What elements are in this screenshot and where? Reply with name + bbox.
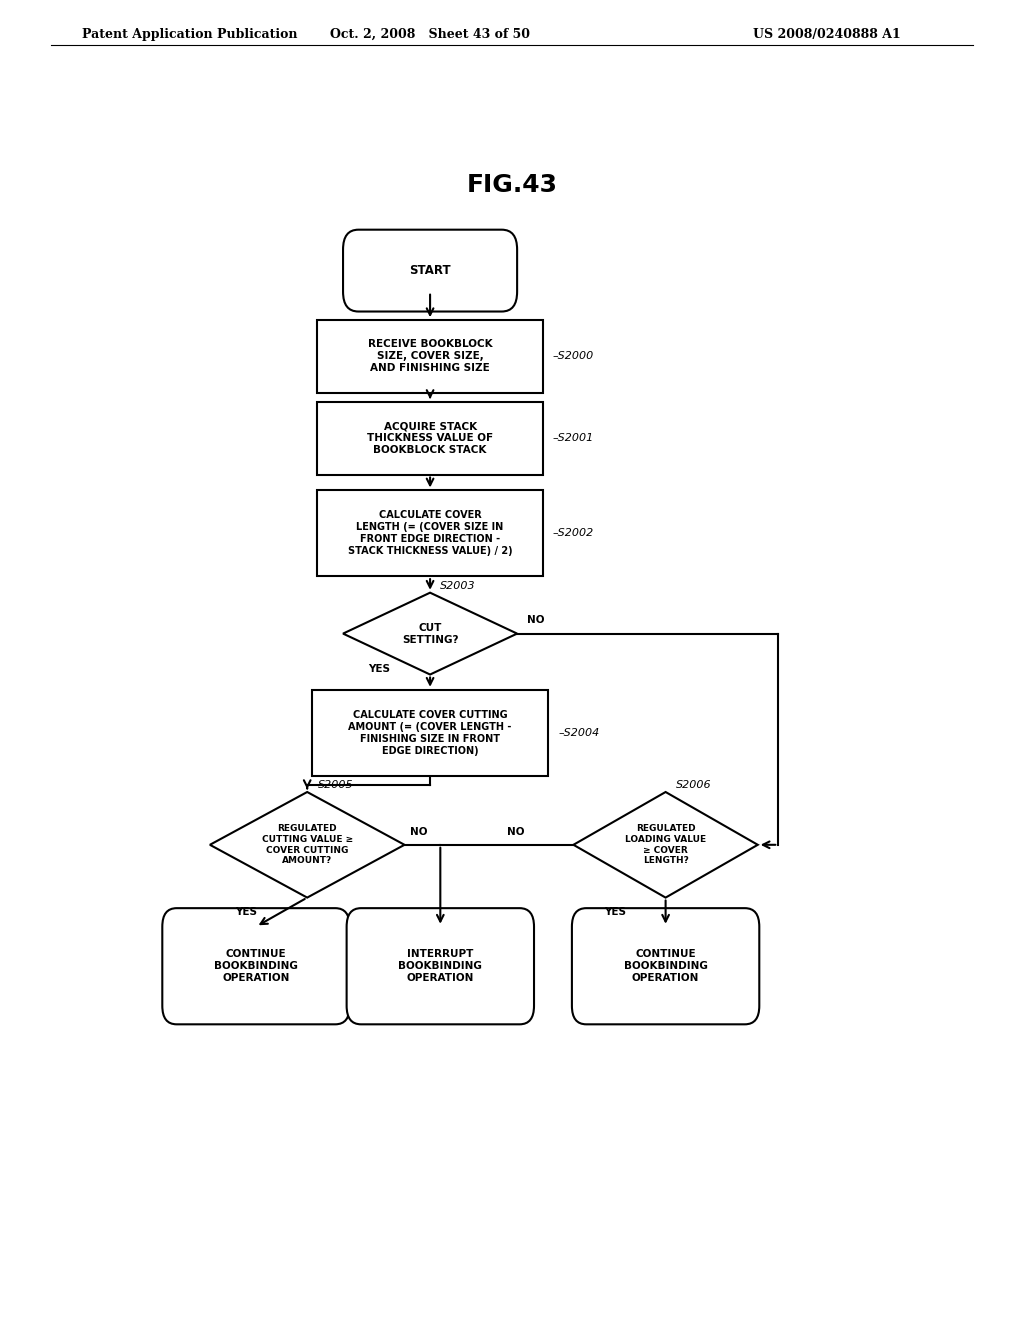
Text: CALCULATE COVER CUTTING
AMOUNT (= (COVER LENGTH -
FINISHING SIZE IN FRONT
EDGE D: CALCULATE COVER CUTTING AMOUNT (= (COVER… <box>348 710 512 755</box>
FancyBboxPatch shape <box>317 319 543 393</box>
FancyBboxPatch shape <box>312 689 548 776</box>
Polygon shape <box>210 792 404 898</box>
FancyBboxPatch shape <box>162 908 349 1024</box>
Polygon shape <box>573 792 758 898</box>
Text: Oct. 2, 2008   Sheet 43 of 50: Oct. 2, 2008 Sheet 43 of 50 <box>330 28 530 41</box>
Text: START: START <box>410 264 451 277</box>
Text: FIG.43: FIG.43 <box>467 173 557 197</box>
FancyBboxPatch shape <box>346 908 535 1024</box>
Text: ACQUIRE STACK
THICKNESS VALUE OF
BOOKBLOCK STACK: ACQUIRE STACK THICKNESS VALUE OF BOOKBLO… <box>367 421 494 455</box>
Text: NO: NO <box>507 826 524 837</box>
Text: US 2008/0240888 A1: US 2008/0240888 A1 <box>754 28 901 41</box>
Text: CONTINUE
BOOKBINDING
OPERATION: CONTINUE BOOKBINDING OPERATION <box>214 949 298 983</box>
Polygon shape <box>343 593 517 675</box>
Text: INTERRUPT
BOOKBINDING
OPERATION: INTERRUPT BOOKBINDING OPERATION <box>398 949 482 983</box>
Text: YES: YES <box>236 907 257 917</box>
Text: NO: NO <box>527 615 545 626</box>
Text: CONTINUE
BOOKBINDING
OPERATION: CONTINUE BOOKBINDING OPERATION <box>624 949 708 983</box>
Text: YES: YES <box>369 664 390 675</box>
Text: S2003: S2003 <box>440 581 476 591</box>
Text: YES: YES <box>604 907 626 917</box>
Text: REGULATED
LOADING VALUE
≥ COVER
LENGTH?: REGULATED LOADING VALUE ≥ COVER LENGTH? <box>625 824 707 866</box>
Text: RECEIVE BOOKBLOCK
SIZE, COVER SIZE,
AND FINISHING SIZE: RECEIVE BOOKBLOCK SIZE, COVER SIZE, AND … <box>368 339 493 374</box>
Text: S2006: S2006 <box>676 780 712 791</box>
Text: REGULATED
CUTTING VALUE ≥
COVER CUTTING
AMOUNT?: REGULATED CUTTING VALUE ≥ COVER CUTTING … <box>262 824 352 866</box>
FancyBboxPatch shape <box>317 401 543 474</box>
Text: CUT
SETTING?: CUT SETTING? <box>401 623 459 644</box>
Text: –S2000: –S2000 <box>553 351 594 362</box>
Text: –S2004: –S2004 <box>558 727 599 738</box>
Text: –S2001: –S2001 <box>553 433 594 444</box>
FancyBboxPatch shape <box>317 490 543 576</box>
Text: –S2002: –S2002 <box>553 528 594 539</box>
Text: Patent Application Publication: Patent Application Publication <box>82 28 297 41</box>
FancyBboxPatch shape <box>571 908 760 1024</box>
Text: CALCULATE COVER
LENGTH (= (COVER SIZE IN
FRONT EDGE DIRECTION -
STACK THICKNESS : CALCULATE COVER LENGTH (= (COVER SIZE IN… <box>348 511 512 556</box>
Text: NO: NO <box>410 826 427 837</box>
FancyBboxPatch shape <box>343 230 517 312</box>
Text: S2005: S2005 <box>317 780 353 791</box>
